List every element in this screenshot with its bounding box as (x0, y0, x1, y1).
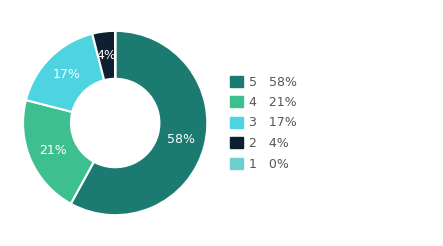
Legend: 5   58%, 4   21%, 3   17%, 2   4%, 1   0%: 5 58%, 4 21%, 3 17%, 2 4%, 1 0% (225, 71, 302, 175)
Text: 17%: 17% (53, 68, 81, 81)
Wedge shape (23, 100, 94, 204)
Text: 21%: 21% (39, 144, 66, 157)
Text: 58%: 58% (167, 134, 195, 146)
Text: 4%: 4% (97, 49, 117, 62)
Wedge shape (71, 31, 207, 215)
Wedge shape (26, 34, 104, 112)
Wedge shape (92, 31, 115, 80)
